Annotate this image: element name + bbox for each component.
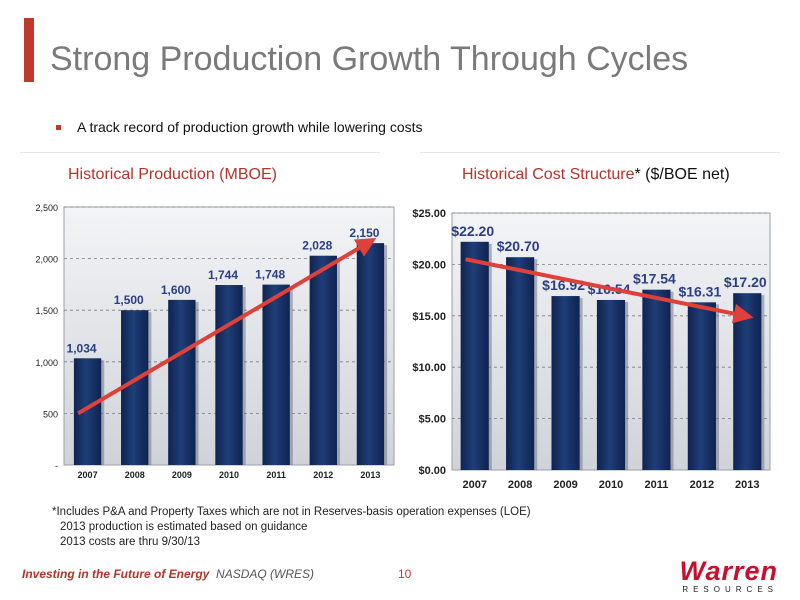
divider-left xyxy=(20,152,380,153)
x-tick-label: 2009 xyxy=(172,470,192,480)
trend-arrow xyxy=(465,257,754,324)
y-tick-label: 1,000 xyxy=(35,358,58,368)
slide-title: Strong Production Growth Through Cycles xyxy=(50,40,689,78)
bar xyxy=(460,241,489,470)
cost-chart-title-suffix: * ($/BOE net) xyxy=(634,166,730,183)
bullet-point: A track record of production growth whil… xyxy=(56,119,423,135)
divider-right xyxy=(420,152,780,153)
data-label: 1,744 xyxy=(208,268,238,282)
data-label: 2,150 xyxy=(349,226,379,240)
data-label: 2,028 xyxy=(302,239,332,253)
data-label: 1,748 xyxy=(255,268,285,282)
footer-tagline-row: Investing in the Future of Energy NASDAQ… xyxy=(22,567,314,581)
footer-ticker: NASDAQ (WRES) xyxy=(216,567,315,581)
footnote-3: 2013 costs are thru 9/30/13 xyxy=(60,536,201,548)
data-label: $22.20 xyxy=(451,223,494,239)
cost-chart-title-main: Historical Cost Structure xyxy=(462,166,635,183)
x-tick-label: 2007 xyxy=(78,470,98,480)
trend-arrow xyxy=(77,237,377,416)
y-tick-label: 2,500 xyxy=(35,203,58,213)
y-tick-label: 2,000 xyxy=(35,255,58,265)
y-tick-label: 500 xyxy=(43,409,58,419)
bar xyxy=(309,255,337,465)
logo-name: Warren xyxy=(679,556,778,586)
x-tick-label: 2013 xyxy=(360,470,380,480)
title-accent-bar xyxy=(24,18,34,82)
footnote-2: 2013 production is estimated based on gu… xyxy=(60,521,308,533)
footer-tagline: Investing in the Future of Energy xyxy=(22,567,210,581)
y-tick-label: $0.00 xyxy=(418,465,446,477)
x-tick-label: 2007 xyxy=(462,479,486,491)
data-label: $17.54 xyxy=(633,271,676,287)
data-label: $20.70 xyxy=(497,238,540,254)
bullet-square-icon xyxy=(56,124,61,130)
data-label: 1,600 xyxy=(161,283,191,297)
bar xyxy=(733,293,762,470)
bar xyxy=(551,296,580,470)
x-tick-label: 2011 xyxy=(644,479,668,491)
y-tick-label: 1,500 xyxy=(35,306,58,316)
data-label: $17.20 xyxy=(724,274,767,290)
y-tick-label: - xyxy=(55,461,58,471)
y-tick-label: $5.00 xyxy=(418,414,446,426)
bar xyxy=(356,243,385,465)
x-tick-label: 2011 xyxy=(266,470,286,480)
x-tick-label: 2008 xyxy=(508,479,532,491)
x-tick-label: 2008 xyxy=(125,470,145,480)
cost-chart-title: Historical Cost Structure* ($/BOE net) xyxy=(462,166,730,184)
bar xyxy=(642,289,671,470)
x-tick-label: 2010 xyxy=(599,479,623,491)
bar xyxy=(687,302,716,470)
x-tick-label: 2012 xyxy=(313,470,333,480)
page-number: 10 xyxy=(398,567,412,581)
bar xyxy=(168,299,196,465)
data-label: 1,034 xyxy=(67,341,97,355)
x-tick-label: 2009 xyxy=(553,479,577,491)
y-tick-label: $15.00 xyxy=(412,311,446,323)
x-tick-label: 2013 xyxy=(735,479,759,491)
production-chart-title: Historical Production (MBOE) xyxy=(68,166,277,183)
data-label: 1,500 xyxy=(114,293,144,307)
y-tick-label: $25.00 xyxy=(412,208,446,220)
bar xyxy=(215,285,243,465)
data-label: $16.31 xyxy=(678,283,721,299)
x-tick-label: 2010 xyxy=(219,470,239,480)
company-logo: Warren RESOURCES xyxy=(679,556,778,595)
logo-subtitle: RESOURCES xyxy=(682,585,778,594)
bar xyxy=(596,299,626,470)
bullet-text: A track record of production growth whil… xyxy=(77,119,423,135)
footnote-1: *Includes P&A and Property Taxes which a… xyxy=(52,506,531,518)
y-tick-label: $20.00 xyxy=(412,259,446,271)
y-tick-label: $10.00 xyxy=(412,362,446,374)
bar xyxy=(506,257,535,470)
x-tick-label: 2012 xyxy=(690,479,714,491)
bar xyxy=(262,284,290,465)
